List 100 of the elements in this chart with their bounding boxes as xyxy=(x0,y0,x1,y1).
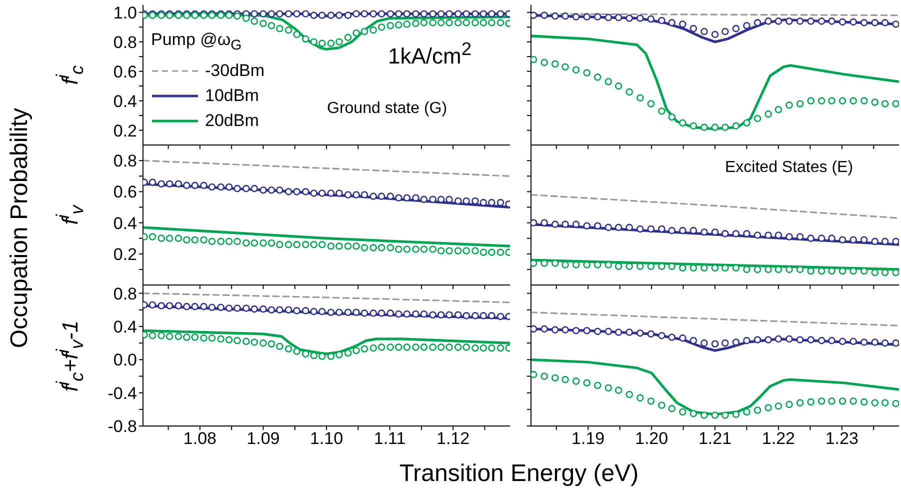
x-tick-label: 1.19 xyxy=(572,429,605,448)
point xyxy=(678,20,686,28)
point xyxy=(838,236,846,244)
point xyxy=(496,198,504,206)
point xyxy=(754,336,762,344)
point xyxy=(412,344,420,351)
point xyxy=(892,400,899,408)
point xyxy=(260,186,267,194)
point xyxy=(743,408,750,416)
point xyxy=(360,28,368,36)
point xyxy=(732,264,740,272)
point xyxy=(496,19,504,26)
point xyxy=(488,312,496,320)
point xyxy=(732,230,740,238)
point xyxy=(208,334,216,342)
point xyxy=(572,220,580,228)
y-tick-label: 0.6 xyxy=(113,62,137,82)
point xyxy=(310,308,318,316)
point xyxy=(200,302,208,310)
point xyxy=(217,304,224,312)
x-tick-label: 1.11 xyxy=(374,429,406,448)
point xyxy=(540,219,548,226)
point xyxy=(370,26,377,34)
point xyxy=(378,10,386,18)
point xyxy=(183,302,190,310)
point xyxy=(420,246,428,253)
point xyxy=(336,351,343,358)
point xyxy=(250,338,258,346)
point xyxy=(551,260,559,267)
point xyxy=(318,240,326,248)
point xyxy=(807,336,814,344)
point xyxy=(604,328,612,336)
point xyxy=(488,248,496,256)
point xyxy=(310,240,318,248)
point xyxy=(370,310,377,317)
y-tick-label: 0.6 xyxy=(113,182,137,202)
point xyxy=(302,307,310,314)
point xyxy=(148,178,156,186)
point xyxy=(892,20,899,28)
x-tick-label: 1.08 xyxy=(183,429,216,448)
point xyxy=(892,339,899,347)
point xyxy=(626,14,633,22)
point xyxy=(583,69,590,76)
x-tick-label: 1.10 xyxy=(310,429,344,448)
point xyxy=(429,311,436,319)
point xyxy=(386,192,394,200)
point xyxy=(352,242,360,250)
point xyxy=(626,262,633,270)
point xyxy=(614,386,622,394)
y-tick-label: 0.8 xyxy=(113,152,137,171)
point xyxy=(472,344,479,352)
point xyxy=(200,182,208,190)
point xyxy=(818,234,826,242)
point xyxy=(276,186,284,194)
point xyxy=(871,238,879,246)
point xyxy=(786,102,793,109)
point xyxy=(293,30,300,38)
point xyxy=(225,183,233,191)
point xyxy=(496,344,504,352)
point xyxy=(871,19,879,26)
point xyxy=(378,23,386,31)
point xyxy=(429,196,436,204)
point xyxy=(838,397,846,405)
point xyxy=(386,22,394,30)
point xyxy=(594,382,602,390)
point xyxy=(242,184,250,192)
point xyxy=(531,370,538,378)
point xyxy=(158,302,165,310)
point xyxy=(496,10,504,18)
point xyxy=(327,12,335,19)
point xyxy=(594,74,602,81)
point xyxy=(604,261,612,268)
point xyxy=(462,10,470,18)
point xyxy=(658,16,666,24)
point xyxy=(268,186,276,194)
point xyxy=(658,225,666,233)
point xyxy=(344,308,352,316)
y-tick-label: -0.8 xyxy=(108,417,137,436)
point xyxy=(403,310,411,318)
point xyxy=(743,266,750,274)
point xyxy=(344,191,352,198)
point xyxy=(690,264,698,272)
point xyxy=(344,242,352,250)
point xyxy=(394,10,402,18)
point xyxy=(774,402,782,410)
point xyxy=(234,184,241,192)
point xyxy=(604,78,612,86)
x-tick-label: 1.20 xyxy=(635,429,668,448)
point xyxy=(551,374,559,382)
point xyxy=(860,267,868,275)
point xyxy=(871,98,879,106)
point xyxy=(403,10,411,18)
point xyxy=(148,233,156,240)
point xyxy=(403,194,411,202)
point xyxy=(284,240,292,248)
point xyxy=(626,390,633,398)
point xyxy=(344,12,352,19)
point xyxy=(420,344,428,351)
point xyxy=(647,100,655,108)
point xyxy=(722,339,729,347)
